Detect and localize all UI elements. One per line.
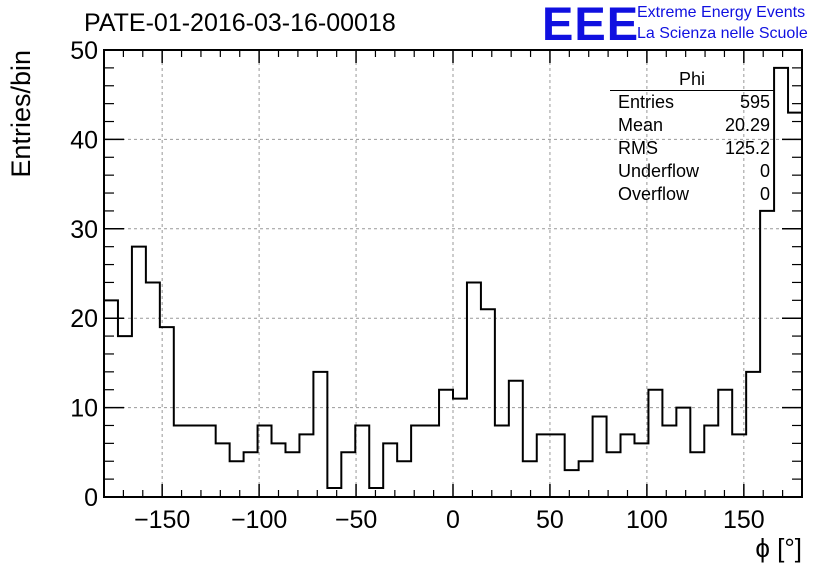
x-tick-labels: −150 −100 −50 0 50 100 150: [134, 506, 765, 534]
histogram-bin: [355, 425, 369, 497]
histogram-bin: [104, 300, 118, 497]
histogram-bin: [509, 381, 523, 497]
stats-row-overflow: Overflow 0: [610, 183, 774, 206]
histogram-bin: [188, 425, 202, 497]
histogram-bin: [523, 461, 537, 497]
histogram-bin: [621, 434, 635, 497]
stats-label: Entries: [618, 92, 675, 112]
histogram-bin: [439, 390, 453, 497]
histogram-bin: [579, 461, 593, 497]
histogram-bin: [411, 425, 425, 497]
y-tick-label: 30: [70, 216, 98, 244]
histogram-bin: [565, 470, 579, 497]
y-tick-label: 0: [84, 484, 98, 512]
histogram-bin: [313, 372, 327, 497]
eee-logo: EEE: [542, 0, 640, 50]
stats-row-underflow: Underflow 0: [610, 160, 774, 183]
stats-value: 595: [739, 92, 770, 112]
stats-label: Overflow: [618, 184, 690, 204]
histogram-bin: [593, 417, 607, 497]
histogram-bin: [704, 425, 718, 497]
plot-frame: [103, 49, 803, 498]
y-tick-label: 10: [70, 395, 98, 423]
y-tick-label: 50: [70, 37, 98, 65]
axis-ticks: [103, 49, 803, 498]
x-tick-label: −100: [231, 506, 287, 534]
stats-row-rms: RMS 125.2: [610, 137, 774, 160]
y-tick-label: 20: [70, 305, 98, 333]
histogram-bin: [369, 488, 383, 497]
y-tick-labels: 0 10 20 30 40 50: [70, 37, 98, 512]
x-axis-label: ϕ [°]: [755, 533, 802, 563]
stats-value: 20.29: [724, 115, 770, 135]
histogram-bin: [383, 443, 397, 497]
x-tick-label: 0: [446, 506, 460, 534]
histogram-bin: [551, 434, 565, 497]
stats-row-entries: Entries 595: [610, 91, 774, 114]
histogram-bin: [746, 372, 760, 497]
y-tick-label: 40: [70, 126, 98, 154]
eee-logo-line1: Extreme Energy Events: [637, 4, 806, 21]
grid-lines: [104, 49, 802, 498]
histogram-bin: [425, 425, 439, 497]
stats-label: RMS: [618, 138, 658, 158]
histogram-bin: [272, 443, 286, 497]
histogram-bin: [397, 461, 411, 497]
histogram-bin: [216, 443, 230, 497]
histogram-bin: [118, 336, 132, 497]
histogram-bin: [146, 282, 160, 497]
x-tick-label: 150: [723, 506, 765, 534]
x-tick-label: −150: [134, 506, 190, 534]
stats-title: Phi: [610, 68, 774, 91]
histogram-bin: [537, 434, 551, 497]
histogram-bin: [230, 461, 244, 497]
histogram-bin: [174, 425, 188, 497]
histogram-bin: [453, 399, 467, 497]
histogram-bin: [327, 488, 341, 497]
histogram-bin: [690, 452, 704, 497]
chart-title: PATE-01-2016-03-16-00018: [84, 9, 396, 37]
histogram-bin: [760, 211, 774, 497]
eee-logo-line2: La Scienza nelle Scuole: [637, 25, 808, 42]
histogram-bin: [132, 247, 146, 497]
stats-value: 0: [759, 184, 770, 204]
stats-box: Phi Entries 595 Mean 20.29 RMS 125.2 Und…: [610, 68, 774, 206]
histogram-bin: [774, 68, 788, 497]
x-tick-label: 50: [536, 506, 564, 534]
histogram-bin: [299, 434, 313, 497]
histogram-bin: [662, 425, 676, 497]
x-tick-label: 100: [626, 506, 668, 534]
stats-value: 125.2: [724, 138, 770, 158]
stats-label: Mean: [618, 115, 664, 135]
histogram-bin: [202, 425, 216, 497]
histogram-bin: [481, 309, 495, 497]
histogram-bin: [495, 425, 509, 497]
histogram-bin: [467, 282, 481, 497]
x-tick-label: −50: [335, 506, 377, 534]
histogram-bin: [718, 390, 732, 497]
histogram-bin: [244, 452, 258, 497]
histogram-series-line: [103, 66, 803, 497]
stats-value: 0: [759, 161, 770, 181]
histogram-bin: [341, 452, 355, 497]
histogram-bin: [648, 390, 662, 497]
histogram-bin: [788, 113, 802, 497]
histogram-bin: [676, 408, 690, 497]
y-axis-label: Entries/bin: [6, 50, 36, 178]
stats-label: Underflow: [618, 161, 700, 181]
stats-row-mean: Mean 20.29: [610, 114, 774, 137]
